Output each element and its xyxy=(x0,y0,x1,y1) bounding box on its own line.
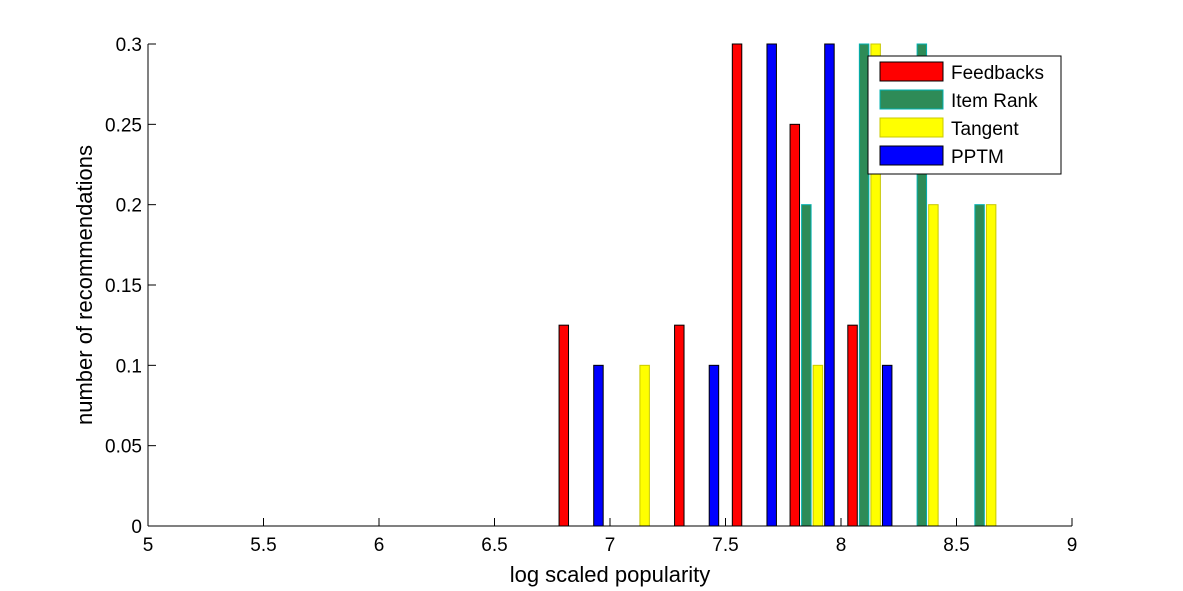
y-tick-label: 0.25 xyxy=(105,115,142,136)
bar-item-rank xyxy=(801,204,812,527)
bar-tangent xyxy=(639,364,650,527)
legend-swatch xyxy=(879,145,944,166)
x-tick-label: 6.5 xyxy=(481,535,507,556)
x-tick-label: 8.5 xyxy=(943,535,969,556)
bar-pptm xyxy=(708,364,720,527)
y-tick-label: 0.05 xyxy=(105,437,142,458)
x-tick-label: 6 xyxy=(374,535,385,556)
bar-tangent xyxy=(812,364,824,527)
x-axis-label: log scaled popularity xyxy=(510,562,711,587)
legend-label: PPTM xyxy=(951,147,1004,168)
legend-label: Item Rank xyxy=(951,91,1038,112)
bar-tangent xyxy=(928,204,939,527)
y-tick-label: 0.1 xyxy=(116,356,142,377)
legend-swatch xyxy=(879,89,944,110)
legend-label: Feedbacks xyxy=(951,63,1044,84)
bar-feedbacks xyxy=(731,43,743,527)
bar-feedbacks xyxy=(847,324,858,527)
legend: Feedbacks Item Rank Tangent PPTM xyxy=(867,55,1062,175)
legend-label: Tangent xyxy=(951,119,1019,140)
bar-pptm xyxy=(766,43,777,527)
x-tick-label: 7.5 xyxy=(712,535,738,556)
x-tick-label: 8 xyxy=(836,535,847,556)
bar-feedbacks xyxy=(789,123,801,527)
y-axis-label: number of recommendations xyxy=(72,145,97,425)
y-tick-label: 0 xyxy=(131,517,142,538)
y-tick-label: 0.15 xyxy=(105,276,142,297)
bar-feedbacks xyxy=(558,324,570,527)
legend-swatch xyxy=(879,117,944,138)
bar-item-rank xyxy=(974,204,985,527)
bar-item-rank xyxy=(858,43,870,527)
x-tick-label: 9 xyxy=(1067,535,1078,556)
bar-pptm xyxy=(824,43,835,527)
axes-group: 5 5.5 6 6.5 7 7.5 8 8.5 9 0 0.05 0.1 0.15 0.2 0.25 0.3 xyxy=(105,35,1077,556)
y-tick-label: 0.2 xyxy=(116,196,142,217)
legend-swatch xyxy=(879,61,944,82)
bar-tangent xyxy=(985,204,997,527)
y-tick-label: 0.3 xyxy=(116,35,142,56)
bar-pptm xyxy=(593,364,604,527)
bar-feedbacks xyxy=(674,324,685,527)
bar-pptm xyxy=(881,364,893,527)
x-tick-label: 7 xyxy=(605,535,616,556)
x-tick-label: 5 xyxy=(143,535,154,556)
x-tick-label: 5.5 xyxy=(250,535,276,556)
